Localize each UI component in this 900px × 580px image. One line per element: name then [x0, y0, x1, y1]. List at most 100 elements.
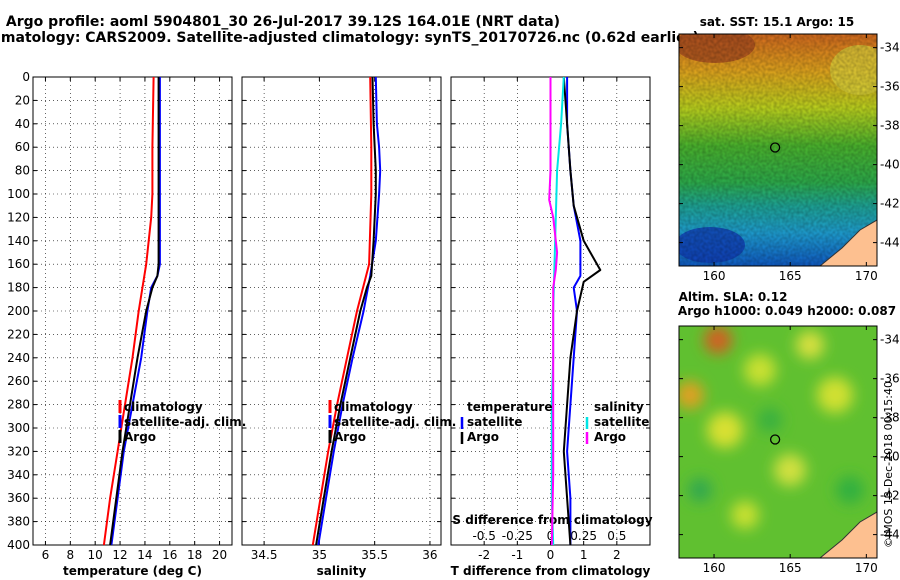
y-tick-label: 360	[7, 491, 30, 505]
figure-title-line2: Climatology: CARS2009. Satellite-adjuste…	[0, 30, 699, 46]
map-y-tick-label: -36	[880, 372, 900, 386]
plot-frame	[241, 76, 442, 546]
y-tick-label: 280	[7, 398, 30, 412]
map-y-tick-label: -40	[880, 450, 900, 464]
series-line-climatology	[311, 76, 373, 546]
x-tick-label: 1	[580, 548, 588, 562]
salinity-legend: climatology satellite-adj. clim. Argo	[328, 400, 456, 444]
series-line-climatology	[102, 76, 155, 546]
x-tick-label: -2	[478, 548, 490, 562]
y-tick-label: 100	[7, 187, 30, 201]
sla-map-title: Altim. SLA: 0.12	[679, 290, 788, 304]
sst-map-title: sat. SST: 15.1 Argo: 15	[700, 15, 854, 29]
map-y-tick-label: -42	[880, 489, 900, 503]
legend-s-satellite-label: satellite	[594, 415, 649, 429]
legend-argo-label: Argo	[334, 430, 366, 444]
temperature-panel: 0 20 40 60 80 100 120 140 160 180 200 220 240 260 280 3…	[7, 70, 233, 578]
x-tick-label: 34.5	[251, 548, 278, 562]
temperature-legend: climatology satellite-adj. clim. Argo	[118, 400, 246, 444]
legend-t-argo-label: Argo	[467, 430, 499, 444]
map-y-tick-label: -44	[880, 236, 900, 250]
y-tick-label: 60	[15, 140, 30, 154]
legend-t-satellite-label: satellite	[467, 415, 522, 429]
argo-position-marker	[769, 434, 781, 445]
map-x-tick-label: 170	[855, 561, 878, 575]
y-tick-label: 320	[7, 444, 30, 458]
sla-map-axes: 160 165 170 -34 -36 -38 -40 -42 -44	[678, 325, 900, 575]
legend-satellite-label: satellite-adj. clim.	[124, 415, 246, 429]
argo-position-marker	[769, 142, 781, 153]
y-tick-label: 300	[7, 421, 30, 435]
difference-panel: -2 -1 0 1 2-0.5 -0.25 0 0.25 0.5S difference fro…	[450, 76, 653, 578]
x2-tick-label: -0.25	[502, 529, 533, 543]
map-y-tick-label: -42	[880, 197, 900, 211]
series-line-argo	[109, 77, 160, 546]
legend-argo-label: Argo	[124, 430, 156, 444]
y-tick-label: 0	[22, 70, 30, 84]
y-tick-label: 380	[7, 515, 30, 529]
x2-tick-label: 0.25	[570, 529, 597, 543]
y-tick-label: 160	[7, 257, 30, 271]
map-y-tick-label: -36	[880, 80, 900, 94]
difference-temperature-legend: temperature satellite Argo	[460, 400, 552, 444]
x-tick-label: 36	[422, 548, 437, 562]
difference-salinity-legend: salinity satellite Argo	[585, 400, 649, 444]
y-tick-label: 40	[15, 117, 30, 131]
credit-text: ©IMOS 13-Dec-2018 00:15:40	[882, 381, 895, 548]
series-line-s-argo	[548, 77, 559, 546]
x-tick-label: 2	[613, 548, 621, 562]
x-axis-label: T difference from climatology	[451, 564, 651, 578]
figure-title-line1: Argo profile: aoml 5904801_30 26-Jul-201…	[6, 14, 560, 30]
x2-tick-label: -0.5	[472, 529, 495, 543]
y-tick-label: 340	[7, 468, 30, 482]
y-tick-label: 400	[7, 538, 30, 552]
legend-satellite-label: satellite-adj. clim.	[334, 415, 456, 429]
x-tick-label: 20	[212, 548, 227, 562]
legend-climatology-label: climatology	[124, 400, 203, 414]
sst-land	[819, 219, 877, 266]
x-tick-label: 10	[88, 548, 103, 562]
legend-temperature-title: temperature	[467, 400, 552, 414]
series-line-t-argo	[562, 76, 602, 546]
x2-tick-label: 0.5	[607, 529, 626, 543]
series-line-argo	[315, 76, 377, 546]
map-x-tick-label: 170	[855, 269, 878, 283]
map-x-tick-label: 165	[779, 561, 802, 575]
sla-map	[679, 326, 877, 558]
sst-map-axes: 160 165 170 -34 -36 -38 -40 -42 -44	[678, 33, 900, 283]
map-y-tick-label: -38	[880, 411, 900, 425]
x-tick-label: 8	[66, 548, 74, 562]
x2-tick-label: 0	[547, 529, 555, 543]
x-tick-label: 18	[187, 548, 202, 562]
y-tick-label: 220	[7, 327, 30, 341]
legend-climatology-label: climatology	[334, 400, 413, 414]
y-tick-label: 180	[7, 281, 30, 295]
map-frame	[678, 325, 878, 559]
legend-s-argo-label: Argo	[594, 430, 626, 444]
x-tick-label: 12	[112, 548, 127, 562]
map-y-tick-label: -40	[880, 158, 900, 172]
map-y-tick-label: -38	[880, 119, 900, 133]
map-frame	[678, 33, 878, 267]
y-tick-label: 140	[7, 234, 30, 248]
x-tick-label: -1	[511, 548, 523, 562]
map-y-tick-label: -44	[880, 528, 900, 542]
map-y-tick-label: -34	[880, 333, 900, 347]
y-tick-label: 200	[7, 304, 30, 318]
plot-frame	[32, 76, 233, 546]
map-x-tick-label: 165	[779, 269, 802, 283]
sla-land	[819, 511, 877, 558]
y-tick-label: 240	[7, 351, 30, 365]
y-tick-label: 260	[7, 374, 30, 388]
y-tick-label: 80	[15, 164, 30, 178]
salinity-panel: 34.5 35 35.5 36 salinity	[241, 76, 442, 578]
map-y-tick-label: -34	[880, 41, 900, 55]
map-x-tick-label: 160	[703, 561, 726, 575]
x-tick-label: 14	[137, 548, 152, 562]
sst-texture	[679, 34, 877, 266]
x-axis-label: temperature (deg C)	[63, 564, 202, 578]
map-x-tick-label: 160	[703, 269, 726, 283]
x-tick-label: 35.5	[361, 548, 388, 562]
x-tick-label: 16	[162, 548, 177, 562]
